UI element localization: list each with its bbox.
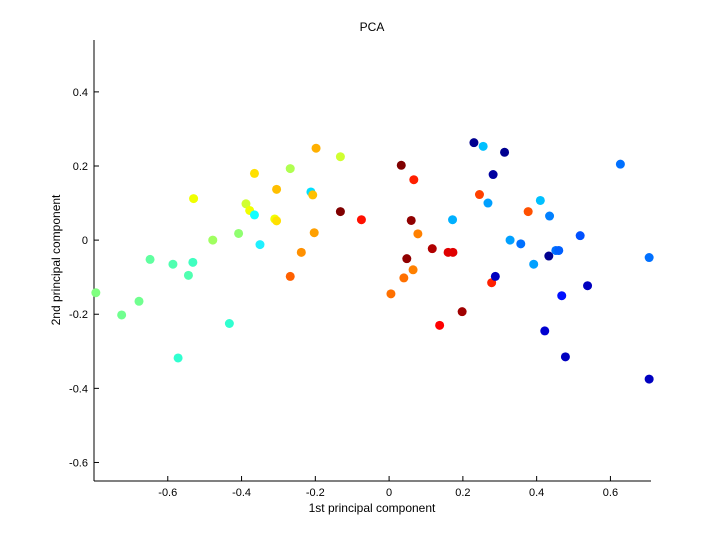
scatter-point <box>483 198 493 208</box>
scatter-point <box>500 147 510 157</box>
scatter-point <box>474 190 484 200</box>
axes <box>93 40 651 482</box>
scatter-point <box>255 240 265 250</box>
scatter-point <box>335 207 345 217</box>
x-tick-label: -0.6 <box>158 487 177 499</box>
scatter-point <box>91 288 101 298</box>
scatter-point <box>309 228 319 238</box>
y-tick-label: 0.4 <box>73 87 88 99</box>
scatter-point <box>285 271 295 281</box>
scatter-point <box>478 141 488 151</box>
scatter-point <box>413 229 423 239</box>
scatter-point <box>208 235 218 245</box>
y-axis-label: 2nd principal component <box>49 194 63 325</box>
scatter-point <box>296 247 306 257</box>
scatter-point <box>399 273 409 283</box>
scatter-point <box>540 326 550 336</box>
scatter-point <box>644 374 654 384</box>
x-tick-label: -0.2 <box>306 487 325 499</box>
scatter-point <box>117 310 127 320</box>
scatter-point <box>575 231 585 241</box>
scatter-point <box>386 289 396 299</box>
y-tick-label: -0.6 <box>69 457 88 469</box>
x-ticks: -0.6 -0.4 -0.2 0 0.2 0.4 0.6 <box>158 476 618 499</box>
scatter-point <box>173 353 183 363</box>
x-tick-label: -0.4 <box>232 487 251 499</box>
scatter-point <box>516 239 526 249</box>
chart-title: PCA <box>360 20 385 34</box>
x-tick-label: 0.2 <box>455 487 470 499</box>
scatter-point <box>134 296 144 306</box>
scatter-point <box>583 281 593 291</box>
scatter-point <box>469 138 479 148</box>
scatter-point <box>396 160 406 170</box>
scatter-point <box>241 199 251 209</box>
scatter-point <box>145 254 155 264</box>
scatter-point <box>234 228 244 238</box>
x-tick-label: 0 <box>386 487 392 499</box>
scatter-point <box>615 159 625 169</box>
y-tick-label: -0.2 <box>69 309 88 321</box>
scatter-point <box>308 190 318 200</box>
scatter-point <box>544 251 554 261</box>
scatter-point <box>557 291 567 301</box>
scatter-point <box>644 253 654 263</box>
x-tick-label: 0.6 <box>603 487 618 499</box>
scatter-point <box>560 352 570 362</box>
y-ticks: -0.6 -0.4 -0.2 0 0.2 0.4 <box>69 87 99 469</box>
scatter-point <box>189 194 199 204</box>
scatter-point <box>249 168 259 178</box>
scatter-point <box>249 210 259 220</box>
scatter-point <box>435 320 445 330</box>
scatter-point <box>427 244 437 254</box>
scatter-point <box>488 170 498 180</box>
y-tick-label: -0.4 <box>69 383 88 395</box>
scatter-point <box>490 271 500 281</box>
scatter-point <box>408 265 418 275</box>
scatter-point <box>224 319 234 328</box>
scatter-point <box>448 215 458 225</box>
scatter-point <box>545 211 555 221</box>
scatter-point <box>335 152 345 162</box>
scatter-point <box>406 215 416 225</box>
scatter-point <box>272 184 282 194</box>
scatter-point <box>448 247 458 257</box>
scatter-point <box>311 143 321 153</box>
y-tick-label: 0 <box>82 235 88 247</box>
x-tick-label: 0.4 <box>529 487 544 499</box>
scatter-point <box>529 259 539 269</box>
scatter-point <box>457 307 467 317</box>
scatter-point <box>409 175 419 185</box>
scatter-point <box>505 235 515 245</box>
scatter-points <box>91 138 654 384</box>
scatter-point <box>402 254 412 264</box>
scatter-point <box>356 215 366 225</box>
scatter-point <box>554 245 564 255</box>
scatter-point <box>523 207 533 217</box>
scatter-point <box>272 216 282 226</box>
scatter-point <box>285 164 295 174</box>
y-tick-label: 0.2 <box>73 161 88 173</box>
scatter-point <box>188 257 198 267</box>
scatter-point <box>535 195 545 205</box>
x-axis-label: 1st principal component <box>309 501 436 515</box>
scatter-point <box>168 259 178 269</box>
scatter-point <box>183 270 193 280</box>
